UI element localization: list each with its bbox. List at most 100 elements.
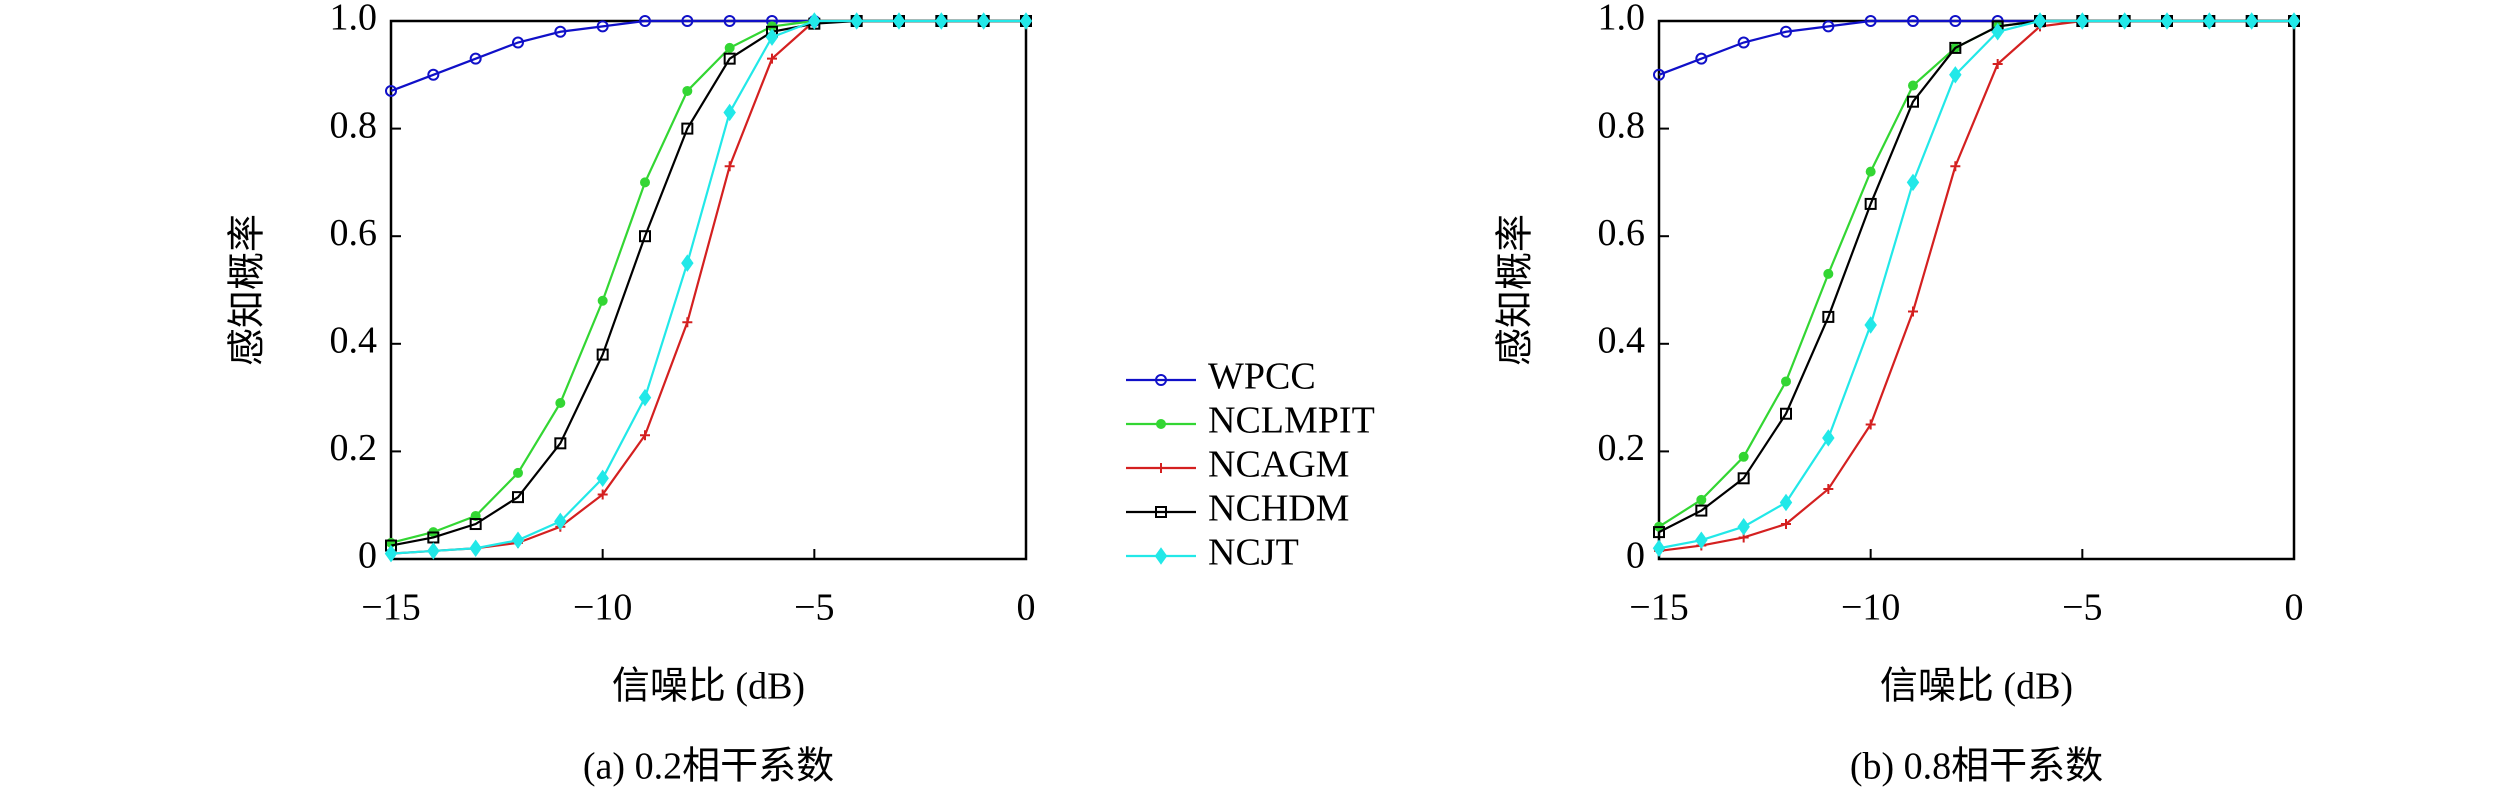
marker: [1781, 519, 1791, 530]
marker: [682, 317, 693, 328]
x-axis-label: 信噪比 (dB): [612, 666, 805, 708]
y-tick-label: 0.4: [1598, 320, 1646, 362]
y-tick-label: 1.0: [1598, 0, 1646, 39]
legend-label: WPCC: [1208, 356, 1316, 398]
marker: [850, 12, 863, 30]
marker: [1907, 15, 1919, 27]
marker: [892, 12, 906, 30]
plot-frame: [389, 19, 1028, 561]
marker: [555, 397, 566, 408]
marker: [1653, 68, 1665, 81]
series: WPCC: [1653, 15, 2300, 81]
marker: [1822, 20, 1835, 33]
marker: [1949, 15, 1962, 27]
marker: [1907, 95, 1919, 108]
marker: [512, 36, 524, 49]
marker: [511, 531, 525, 549]
marker: [1737, 36, 1750, 49]
marker: [1908, 80, 1918, 91]
marker: [1156, 419, 1166, 429]
x-tick-label: −5: [794, 587, 834, 629]
caption: (a) 0.2相干系数: [583, 746, 834, 788]
marker: [513, 467, 523, 478]
series: [386, 16, 1031, 548]
x-tick-label: −15: [1629, 587, 1688, 629]
marker: [1154, 547, 1168, 565]
marker: [1822, 429, 1835, 447]
marker: [723, 15, 736, 27]
marker: [2118, 12, 2131, 30]
marker: [596, 348, 609, 361]
marker: [1864, 197, 1877, 210]
series: [384, 12, 1033, 563]
marker: [469, 539, 482, 557]
marker: [2033, 12, 2047, 30]
line: [390, 19, 1026, 555]
y-tick-label: 0: [1626, 535, 1645, 577]
marker: [1864, 15, 1877, 27]
marker: [767, 53, 777, 64]
marker: [681, 122, 694, 135]
marker: [1950, 161, 1961, 172]
marker: [469, 518, 482, 531]
marker: [1991, 23, 2004, 41]
legend-label: NCAGM: [1208, 444, 1349, 486]
marker: [1019, 12, 1033, 30]
marker: [1738, 451, 1749, 462]
caption: (b) 0.8相干系数: [1850, 746, 2103, 788]
marker: [723, 103, 736, 122]
marker: [596, 469, 609, 488]
marker: [597, 489, 608, 500]
marker: [1949, 66, 1962, 84]
marker: [1822, 310, 1835, 323]
marker: [1865, 166, 1876, 177]
plot-frame: [1657, 19, 2296, 561]
marker: [427, 68, 440, 81]
series: [386, 16, 1031, 559]
y-axis-label: 感知概率: [1495, 214, 1537, 366]
marker: [1780, 407, 1792, 420]
marker: [724, 161, 735, 172]
line: NCAGM: [1658, 19, 2294, 553]
marker: [1155, 506, 1167, 518]
marker: [385, 84, 397, 97]
x-tick-label: 0: [2285, 587, 2304, 629]
marker: [681, 254, 694, 272]
marker: [1823, 484, 1834, 495]
y-tick-label: 0.4: [330, 320, 378, 362]
line: NCLMPIT: [1658, 19, 2294, 528]
marker: [596, 20, 609, 33]
marker: [1949, 41, 1962, 54]
x-axis-label: 信噪比 (dB): [1880, 666, 2073, 708]
marker: [681, 15, 694, 27]
marker: [2245, 12, 2258, 30]
marker: [1908, 306, 1918, 317]
series: NCJT: [1652, 12, 2301, 557]
marker: [1865, 419, 1876, 430]
marker: [1737, 472, 1750, 485]
line: NCHDM: [1658, 19, 2294, 534]
marker: [1781, 376, 1791, 387]
marker: [1695, 531, 1708, 549]
marker: [935, 12, 948, 30]
marker: [1155, 374, 1167, 386]
marker: [638, 388, 652, 407]
marker: [554, 437, 567, 450]
marker: [1737, 517, 1750, 536]
line: [390, 19, 1026, 555]
marker: [1695, 52, 1708, 65]
legend-label: NCJT: [1208, 532, 1299, 574]
marker: [2076, 12, 2089, 30]
line: [390, 19, 1026, 547]
marker: [639, 230, 651, 243]
marker: [640, 430, 650, 441]
marker: [1906, 173, 1920, 192]
marker: [977, 12, 990, 30]
marker: [1864, 316, 1877, 334]
y-tick-label: 0.8: [330, 104, 378, 146]
marker: [1653, 526, 1665, 539]
legend-label: NCHDM: [1208, 488, 1349, 530]
y-tick-label: 0.6: [330, 212, 378, 254]
y-axis-label: 感知概率: [227, 214, 269, 366]
